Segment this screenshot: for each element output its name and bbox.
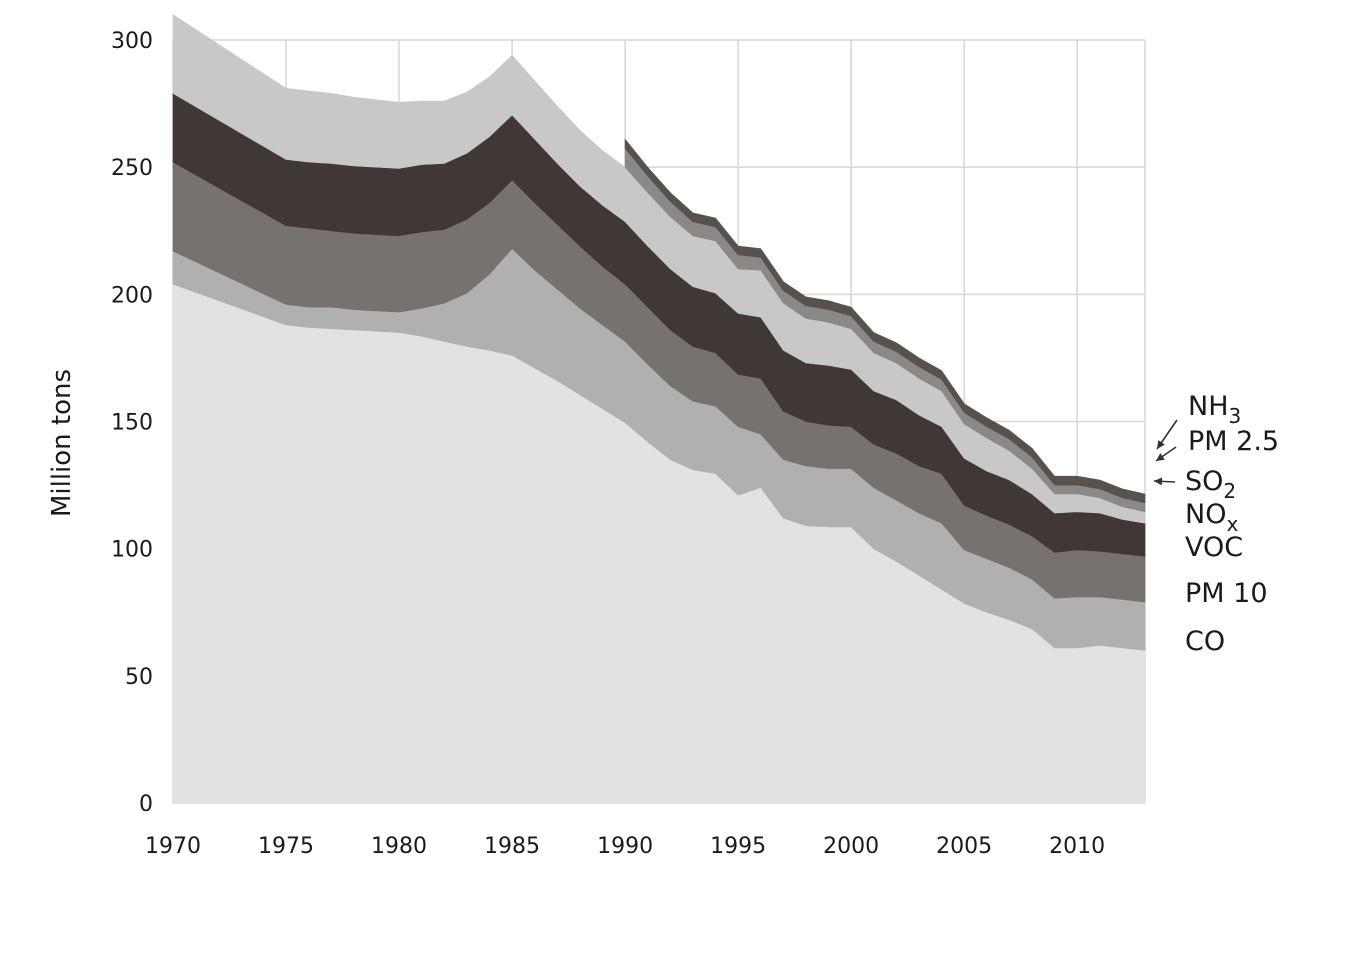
legend-pointer-arrowhead xyxy=(1156,453,1165,461)
x-tick-label: 1970 xyxy=(145,834,201,859)
y-axis-ticks: 0 50 100 150 200 250 300 xyxy=(111,29,153,817)
y-tick-label: 200 xyxy=(111,283,153,308)
x-tick-label: 1995 xyxy=(710,834,766,859)
y-tick-label: 100 xyxy=(111,538,153,563)
x-tick-label: 2005 xyxy=(936,834,992,859)
y-tick-label: 0 xyxy=(139,792,153,817)
x-tick-label: 1985 xyxy=(484,834,540,859)
area-series-group xyxy=(172,14,1146,804)
y-tick-label: 250 xyxy=(111,156,153,181)
area-so2 xyxy=(172,14,1146,524)
legend-pointer-arrowhead xyxy=(1157,440,1165,449)
legend-label: CO xyxy=(1185,626,1225,657)
y-tick-label: 50 xyxy=(125,665,153,690)
x-tick-label: 1980 xyxy=(371,834,427,859)
legend-label: SO2 xyxy=(1185,466,1236,503)
y-axis-title: Million tons xyxy=(47,369,77,517)
x-tick-label: 2010 xyxy=(1049,834,1105,859)
y-tick-label: 300 xyxy=(111,29,153,54)
legend-label: PM 10 xyxy=(1185,578,1268,609)
x-tick-label: 1990 xyxy=(597,834,653,859)
x-tick-label: 2000 xyxy=(823,834,879,859)
legend-label: NOx xyxy=(1185,499,1238,536)
legend-label: NH3 xyxy=(1188,391,1241,428)
x-axis-ticks: 1970 1975 1980 1985 1990 1995 2000 2005 2010 xyxy=(145,834,1105,859)
legend-pointer-arrowhead xyxy=(1154,477,1163,486)
area-nh3 xyxy=(624,138,1146,504)
legend-label: VOC xyxy=(1185,532,1243,563)
y-tick-label: 150 xyxy=(111,411,153,436)
legend-label: PM 2.5 xyxy=(1188,426,1279,457)
x-tick-label: 1975 xyxy=(258,834,314,859)
